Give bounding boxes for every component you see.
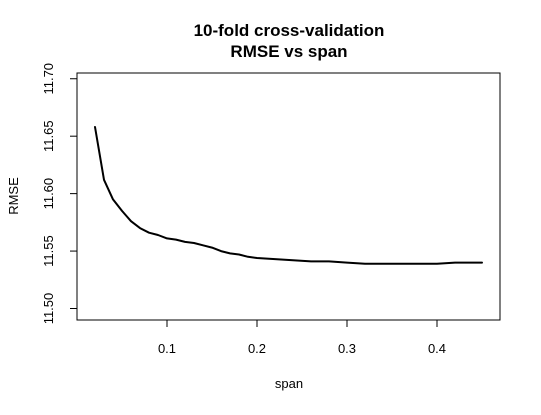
x-tick-label: 0.1 — [158, 341, 176, 356]
y-tick-label: 11.60 — [41, 178, 56, 210]
x-tick-label: 0.2 — [248, 341, 266, 356]
plot-frame — [76, 72, 501, 321]
y-tick-label: 11.55 — [41, 235, 56, 267]
y-tick-label: 11.50 — [41, 293, 56, 325]
y-tick-label: 11.65 — [41, 120, 56, 152]
chart-title-line-2: RMSE vs span — [230, 42, 347, 61]
y-axis-label: RMSE — [6, 177, 21, 215]
x-axis-label: span — [275, 376, 303, 391]
chart-title-line-1: 10-fold cross-validation — [194, 21, 385, 40]
y-tick-label: 11.70 — [41, 63, 56, 95]
x-tick-label: 0.4 — [428, 341, 446, 356]
y-axis: 11.50 11.55 11.60 11.65 11.70 — [41, 63, 78, 325]
x-axis: 0.1 0.2 0.3 0.4 — [158, 319, 446, 356]
series-layer — [94, 126, 483, 265]
series-line-0 — [94, 126, 483, 265]
x-tick-label: 0.3 — [338, 341, 356, 356]
